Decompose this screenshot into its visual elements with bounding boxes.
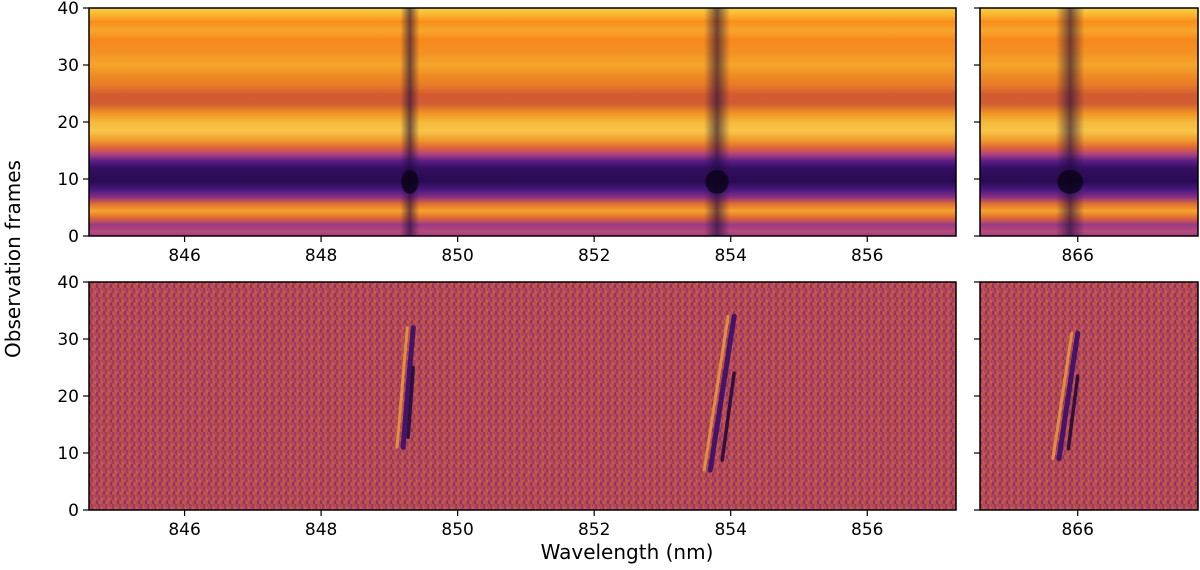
y-tick-label: 0 [68,227,79,247]
x-tick-label: 848 [305,246,337,266]
x-tick-label: 846 [168,246,200,266]
residual-absorption-core [406,365,416,440]
y-tick-label: 10 [57,444,79,464]
y-tick-label: 20 [57,113,79,133]
absorption-line-band [1055,8,1085,236]
residual-absorption-streak [707,313,737,473]
residual-absorption-streak [400,325,416,450]
x-tick-label: 856 [851,246,883,266]
y-tick-label: 30 [57,330,79,350]
x-tick-label: 854 [714,246,746,266]
absorption-line-band [704,8,731,236]
top-right-heatmap-image [980,8,1198,236]
x-tick-label: 854 [714,520,746,540]
y-tick-label: 20 [57,387,79,407]
absorption-line-band [400,8,420,236]
residual-emission-streak [1051,331,1074,461]
x-tick-label: 850 [441,520,473,540]
residual-absorption-core [1066,374,1080,451]
bottom-left-heatmap-panel: 846 848 850 852 854 856 0 10 20 30 40 [57,273,957,540]
y-tick-label: 0 [68,501,79,521]
absorption-line-core [705,169,729,194]
y-tick-label: 40 [57,273,79,293]
absorption-line-core [401,169,419,194]
x-tick-label: 856 [851,520,883,540]
residual-emission-streak [702,314,730,472]
absorption-line-core [1057,169,1084,194]
residual-absorption-streak [1056,330,1081,462]
x-axis-label: Wavelength (nm) [541,540,714,564]
x-tick-label: 866 [1061,520,1093,540]
top-left-heatmap-panel: 846 848 850 852 854 856 0 10 20 30 40 [57,0,957,266]
bottom-right-heatmap-image [980,282,1198,510]
bottom-right-heatmap-panel: 866 [974,281,1199,540]
y-tick-label: 10 [57,170,79,190]
x-tick-label: 866 [1061,246,1093,266]
x-tick-label: 846 [168,520,200,540]
x-tick-label: 850 [441,246,473,266]
top-left-heatmap-image [89,8,956,236]
top-right-heatmap-panel: 866 [974,7,1199,266]
x-tick-label: 852 [578,520,610,540]
y-axis-label: Observation frames [1,160,25,358]
x-tick-label: 848 [305,520,337,540]
x-tick-label: 852 [578,246,610,266]
bottom-left-heatmap-image [89,282,956,510]
y-tick-label: 30 [57,56,79,76]
y-tick-label: 40 [57,0,79,19]
residual-absorption-core [720,371,736,462]
residual-emission-streak [395,326,409,449]
